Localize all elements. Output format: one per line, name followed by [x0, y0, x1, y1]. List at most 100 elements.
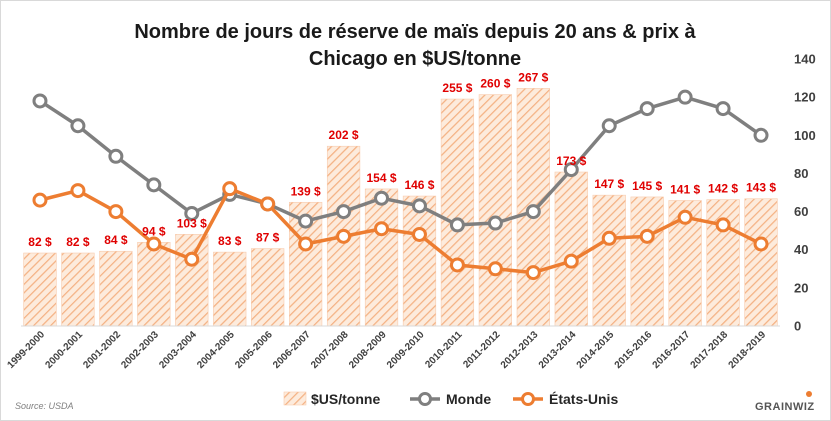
price-bar — [478, 94, 512, 327]
price-data-label: 260 $ — [480, 77, 510, 91]
legend-label-price: $US/tonne — [311, 391, 380, 407]
price-bar — [402, 195, 437, 327]
price-data-label: 143 $ — [746, 181, 776, 195]
price-bar — [61, 252, 95, 327]
monde-point — [487, 215, 503, 231]
x-tick-label: 2004-2005 — [195, 329, 237, 371]
monde-point — [108, 148, 124, 164]
price-bar — [23, 252, 57, 327]
price-data-label: 82 $ — [28, 235, 52, 249]
etats-unis-point — [260, 196, 276, 212]
price-data-label: 84 $ — [104, 233, 128, 247]
x-tick-label: 2009-2010 — [385, 329, 427, 371]
etats-unis-point — [374, 221, 390, 237]
price-data-label: 142 $ — [708, 182, 738, 196]
price-data-label: 255 $ — [442, 81, 472, 95]
etats-unis-point — [146, 236, 162, 252]
etats-unis-point — [639, 228, 655, 244]
etats-unis-point — [525, 265, 541, 281]
etats-unis-point — [70, 183, 86, 199]
etats-unis-point — [449, 257, 465, 273]
legend-monde-marker — [418, 392, 432, 406]
etats-unis-point — [108, 204, 124, 220]
right-axis-tick: 20 — [794, 280, 808, 295]
right-axis-tick: 100 — [794, 128, 816, 143]
x-tick-label: 2005-2006 — [233, 329, 275, 371]
x-tick-label: 2002-2003 — [119, 329, 161, 371]
logo-dot — [806, 391, 812, 397]
x-tick-label: 2014-2015 — [575, 329, 617, 371]
price-bar — [554, 171, 588, 327]
etats-unis-point — [32, 192, 48, 208]
etats-unis-point — [753, 236, 769, 252]
price-data-label: 103 $ — [177, 216, 207, 230]
data-labels-layer: 82 $ 82 $ 84 $ 94 $ 103 $ 83 $ 87 $ 139 $ 202 $ 1… — [28, 70, 776, 249]
price-data-label: 82 $ — [66, 235, 90, 249]
right-axis-tick: 60 — [794, 204, 808, 219]
x-tick-label: 2012-2013 — [499, 329, 541, 371]
monde-point — [715, 101, 731, 117]
etats-unis-point — [298, 236, 314, 252]
legend-bar-swatch — [283, 391, 307, 406]
price-bar — [137, 242, 171, 327]
monde-point — [336, 204, 352, 220]
price-bar — [251, 248, 285, 327]
price-data-label: 139 $ — [291, 184, 321, 198]
price-bar — [630, 196, 664, 327]
monde-point — [374, 190, 390, 206]
etats-unis-point — [563, 253, 579, 269]
x-tick-label: 2013-2014 — [537, 329, 579, 371]
monde-point — [563, 162, 579, 178]
x-tick-label: 2003-2004 — [157, 329, 199, 371]
etats-unis-point — [184, 251, 200, 267]
monde-point — [525, 204, 541, 220]
price-bar — [440, 98, 475, 327]
legend-etats-unis-marker — [521, 392, 535, 406]
lines-layer — [32, 89, 769, 281]
x-tick-label: 2018-2019 — [727, 329, 769, 371]
x-tick-label: 2010-2011 — [423, 329, 465, 371]
legend-label-monde: Monde — [446, 391, 491, 407]
right-axis-tick: 40 — [794, 242, 808, 257]
price-data-label: 94 $ — [142, 224, 166, 238]
x-axis: 1999-20002000-20012001-20022002-20032003… — [5, 325, 780, 371]
grainwiz-logo: GRAINWIZ — [755, 391, 815, 413]
monde-point — [449, 217, 465, 233]
monde-point — [298, 213, 314, 229]
price-data-label: 146 $ — [404, 178, 434, 192]
x-tick-label: 2000-2001 — [43, 329, 85, 371]
monde-point — [32, 93, 48, 109]
monde-point — [639, 101, 655, 117]
monde-point — [70, 118, 86, 134]
price-bar — [175, 234, 209, 327]
x-tick-label: 2017-2018 — [689, 329, 731, 371]
etats-unis-point — [601, 230, 617, 246]
brand-text: GRAINWIZ — [755, 401, 815, 413]
x-tick-label: 2016-2017 — [651, 329, 693, 371]
price-data-label: 154 $ — [367, 171, 397, 185]
etats-unis-point — [487, 261, 503, 277]
etats-unis-point — [715, 217, 731, 233]
etats-unis-point — [411, 226, 427, 242]
price-bar — [213, 251, 247, 327]
x-tick-label: 2001-2002 — [81, 329, 123, 371]
right-axis-tick: 0 — [794, 319, 801, 334]
x-tick-label: 2007-2008 — [309, 329, 351, 371]
chart-title-line-2: Chicago en $US/tonne — [309, 48, 521, 70]
price-bar — [592, 194, 626, 327]
price-data-label: 267 $ — [518, 70, 548, 84]
x-tick-label: 2008-2009 — [347, 329, 389, 371]
price-data-label: 147 $ — [594, 177, 624, 191]
monde-point — [601, 118, 617, 134]
chart-title-line-1: Nombre de jours de réserve de maïs depui… — [134, 21, 696, 43]
monde-point — [677, 89, 693, 105]
right-axis-tick: 140 — [794, 52, 816, 67]
price-data-label: 83 $ — [218, 234, 242, 248]
price-bar — [744, 198, 778, 327]
monde-point — [753, 127, 769, 143]
price-data-label: 173 $ — [556, 154, 586, 168]
bars-layer — [23, 88, 778, 327]
x-tick-label: 2015-2016 — [613, 329, 655, 371]
